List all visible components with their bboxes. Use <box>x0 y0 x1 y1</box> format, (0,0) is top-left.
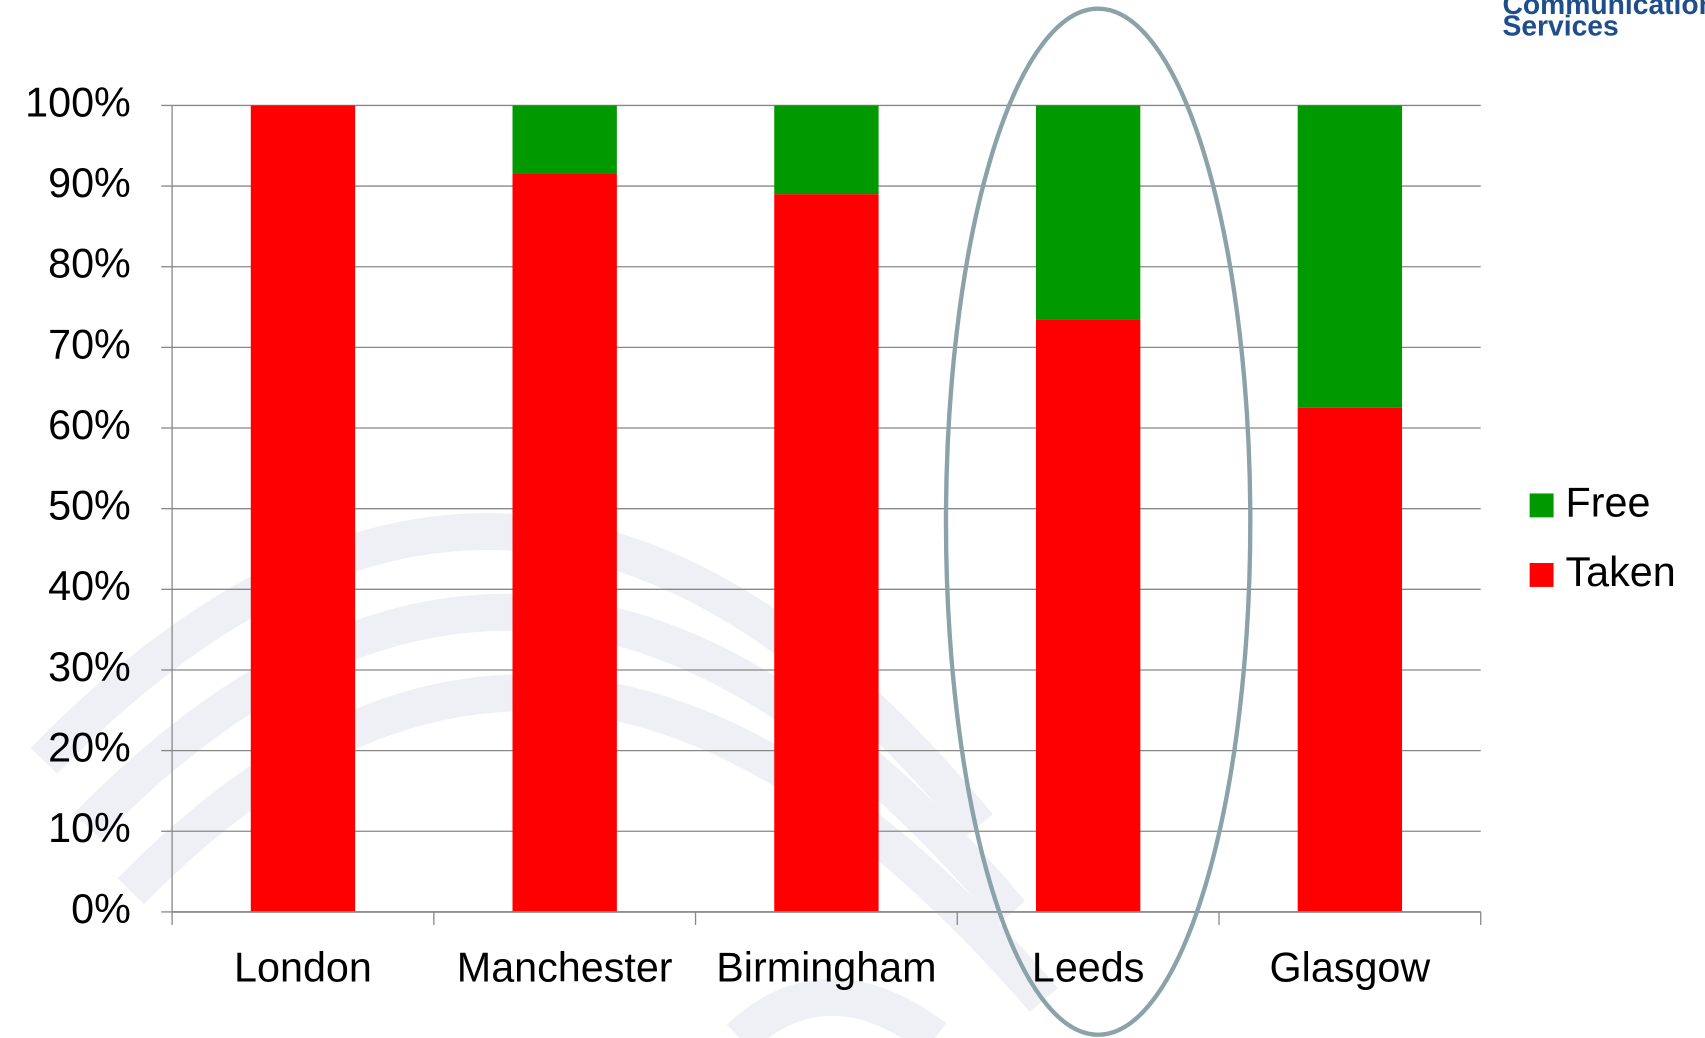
y-tick-label: 20% <box>48 725 131 771</box>
logo-text: Communications <box>1502 0 1705 20</box>
y-tick-label: 10% <box>48 805 131 851</box>
y-tick-label: 80% <box>48 241 131 287</box>
bar-segment <box>1035 319 1141 912</box>
x-tick-label: Manchester <box>457 945 673 991</box>
bar-segment <box>774 194 879 912</box>
x-tick-label: Glasgow <box>1270 945 1431 991</box>
bar-segment <box>250 105 356 912</box>
legend-label: Free <box>1566 479 1651 525</box>
bar-segment <box>512 105 617 174</box>
y-tick-label: 30% <box>48 644 131 690</box>
bar-segment <box>1297 105 1403 408</box>
highlight-ellipse <box>943 6 1253 1037</box>
bar-segment <box>774 105 879 195</box>
y-tick-label: 70% <box>48 321 131 367</box>
x-tick-label: London <box>234 945 372 991</box>
y-tick-label: 50% <box>48 483 131 529</box>
legend-label: Taken <box>1566 549 1676 595</box>
legend-swatch <box>1529 493 1554 518</box>
bar-segment <box>1035 105 1141 320</box>
bar-segment <box>1297 407 1403 912</box>
legend-swatch <box>1529 563 1554 587</box>
x-tick-label: Birmingham <box>716 945 936 991</box>
y-tick-label: 0% <box>71 886 131 932</box>
y-tick-label: 90% <box>48 160 131 206</box>
logo-text: Services <box>1502 10 1618 42</box>
y-tick-label: 60% <box>48 402 131 448</box>
y-tick-label: 40% <box>48 563 131 609</box>
x-tick-label: Leeds <box>1032 945 1145 991</box>
bar-segment <box>512 173 617 912</box>
y-tick-label: 100% <box>25 79 131 125</box>
